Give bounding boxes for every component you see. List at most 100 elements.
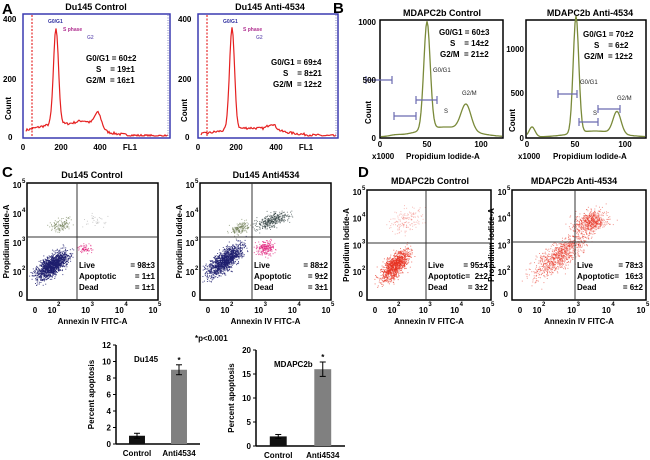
- event-dot: [412, 213, 414, 215]
- event-dot: [244, 220, 246, 222]
- event-dot: [215, 261, 217, 263]
- event-dot: [247, 250, 248, 252]
- event-dot: [411, 253, 413, 255]
- event-dot: [82, 248, 84, 249]
- event-dot: [40, 276, 42, 278]
- event-dot: [276, 214, 278, 216]
- event-dot: [47, 272, 49, 274]
- event-dot: [275, 211, 277, 213]
- event-dot: [259, 243, 261, 245]
- event-dot: [265, 226, 267, 228]
- event-dot: [220, 266, 222, 268]
- event-dot: [203, 268, 205, 270]
- event-dot: [243, 246, 245, 248]
- event-dot: [402, 258, 404, 260]
- event-dot: [389, 280, 391, 282]
- event-dot: [377, 277, 379, 279]
- event-dot: [404, 262, 405, 264]
- stat-value: = 1±1: [135, 283, 156, 292]
- event-dot: [252, 223, 254, 225]
- x-tick: 0: [373, 306, 378, 315]
- event-dot: [268, 246, 270, 248]
- event-dot: [283, 218, 285, 220]
- event-dot: [48, 274, 50, 276]
- event-dot: [54, 270, 56, 272]
- x-tick: 0: [206, 306, 211, 315]
- event-dot: [398, 223, 400, 225]
- event-dot: [239, 248, 241, 250]
- event-dot: [91, 249, 93, 251]
- event-dot: [40, 270, 42, 272]
- event-dot: [382, 268, 384, 270]
- event-dot: [36, 284, 38, 286]
- y-tick-exponent: 4: [362, 213, 366, 219]
- event-dot: [42, 263, 44, 265]
- event-dot: [397, 250, 399, 252]
- event-dot: [407, 258, 409, 260]
- event-dot: [65, 268, 67, 270]
- event-dot: [244, 239, 246, 241]
- event-dot: [380, 275, 382, 276]
- event-dot: [232, 244, 234, 246]
- event-dot: [228, 259, 230, 261]
- event-dot: [42, 270, 44, 272]
- event-dot: [41, 272, 43, 274]
- event-dot: [47, 257, 49, 259]
- event-dot: [261, 249, 263, 251]
- event-dot: [385, 270, 387, 272]
- event-dot: [230, 260, 232, 262]
- event-dot: [35, 283, 36, 284]
- event-dot: [400, 272, 402, 274]
- event-dot: [404, 264, 406, 266]
- event-dot: [58, 255, 60, 257]
- event-dot: [31, 278, 33, 280]
- event-dot: [235, 254, 237, 256]
- event-dot: [67, 250, 69, 251]
- event-dot: [54, 254, 56, 255]
- event-dot: [59, 256, 61, 258]
- event-dot: [58, 256, 59, 258]
- event-dot: [223, 258, 225, 260]
- event-dot: [413, 216, 415, 218]
- x-tick-base: 10: [115, 306, 124, 315]
- event-dot: [244, 225, 246, 227]
- plot-title: MDAPC2b Anti-4534: [531, 176, 617, 186]
- event-dot: [273, 222, 275, 224]
- event-dot: [240, 230, 242, 232]
- event-dot: [215, 273, 217, 275]
- event-dot: [388, 272, 390, 274]
- event-dot: [51, 256, 53, 258]
- event-dot: [236, 239, 238, 241]
- histogram-line: [526, 15, 645, 138]
- event-dot: [404, 256, 406, 258]
- event-dot: [280, 217, 282, 219]
- event-dot: [214, 256, 215, 258]
- event-dot: [390, 273, 392, 275]
- event-dot: [49, 271, 51, 273]
- event-dot: [230, 251, 232, 253]
- event-dot: [396, 225, 398, 227]
- event-dot: [271, 226, 273, 228]
- event-dot: [73, 249, 75, 251]
- event-dot: [250, 224, 252, 226]
- event-dot: [42, 274, 44, 276]
- event-dot: [242, 245, 244, 246]
- event-dot: [244, 230, 246, 232]
- event-dot: [230, 254, 232, 255]
- event-dot: [51, 225, 52, 227]
- event-dot: [245, 245, 247, 246]
- event-dot: [68, 228, 70, 230]
- event-dot: [53, 262, 55, 264]
- event-dot: [386, 264, 388, 266]
- event-dot: [90, 245, 92, 247]
- event-dot: [84, 250, 86, 252]
- event-dot: [279, 216, 281, 218]
- event-dot: [66, 253, 68, 255]
- event-dot: [398, 257, 400, 258]
- event-dot: [216, 262, 218, 263]
- event-dot: [53, 273, 55, 275]
- event-dot: [291, 215, 293, 217]
- event-dot: [398, 227, 400, 229]
